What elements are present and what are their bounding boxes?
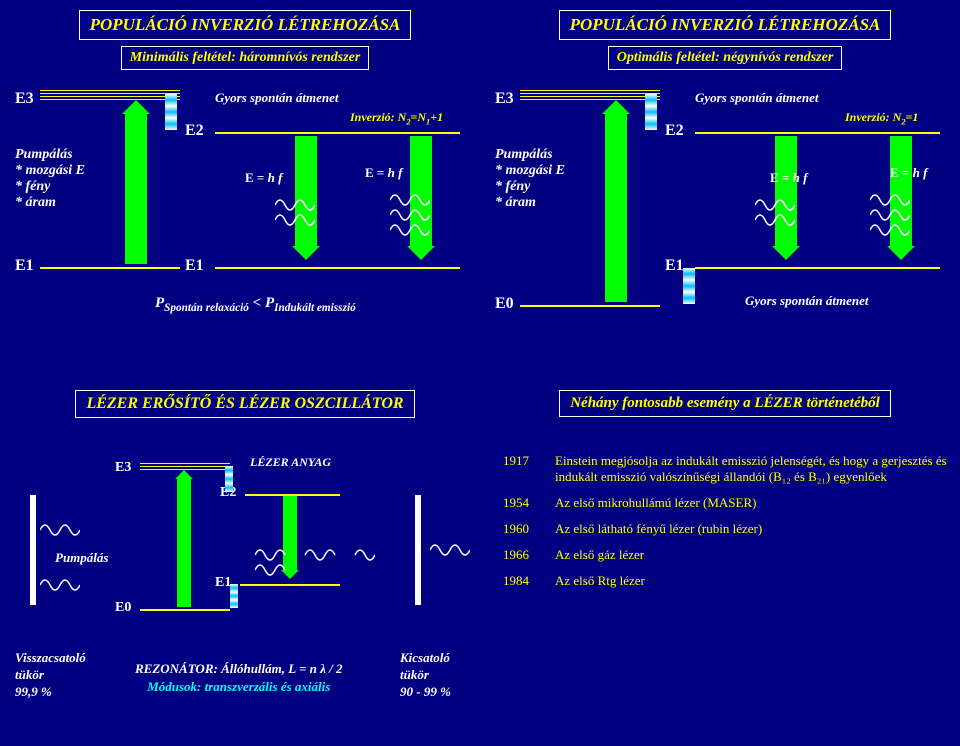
pump-arrow (125, 114, 147, 264)
q2-e1: E1 (665, 257, 684, 275)
inversion-label: Inverzió: N2=N1+1 (350, 110, 443, 126)
panel-q2: POPULÁCIÓ INVERZIÓ LÉTREHOZÁSA Optimális… (495, 10, 955, 360)
q2-inv: Inverzió: N2=1 (845, 110, 918, 126)
e2-label: E2 (185, 122, 204, 140)
q2-fast1 (645, 94, 657, 130)
history-row: 1960Az első látható fényű lézer (rubin l… (497, 517, 953, 541)
right-mirror (415, 495, 421, 605)
e1-level-b (215, 267, 460, 269)
wave-icon-2 (390, 190, 430, 250)
q3-pump: Pumpálás (55, 550, 108, 566)
q3-w3 (255, 545, 375, 585)
left-mirror (30, 495, 36, 605)
q1-subtitle: Minimális feltétel: háromnívós rendszer (121, 46, 370, 70)
laser-medium: E3 E2 E1 E0 (115, 460, 345, 620)
fast-decay-bar (165, 94, 177, 130)
q2-emit1-h (772, 246, 800, 260)
q2-e2: E2 (665, 122, 684, 140)
q2-title: POPULÁCIÓ INVERZIÓ LÉTREHOZÁSA (559, 10, 892, 40)
q2-pump-arrow (605, 114, 627, 302)
q2-e0-level (520, 305, 660, 307)
pump-arrow-head (122, 100, 150, 114)
history-row: 1954Az első mikrohullámú lézer (MASER) (497, 491, 953, 515)
history-table: 1917Einstein megjósolja az indukált emis… (495, 447, 955, 595)
q2-e3-level (520, 90, 660, 102)
q3-e0: E0 (115, 600, 131, 616)
q2-e1-level (695, 267, 940, 269)
q2-last: Gyors spontán átmenet (745, 293, 869, 309)
wave-icon-1 (275, 195, 315, 245)
panel-q1: POPULÁCIÓ INVERZIÓ LÉTREHOZÁSA Minimális… (15, 10, 475, 360)
q4-title: Néhány fontosabb esemény a LÉZER történe… (559, 390, 891, 417)
q2-e3: E3 (495, 90, 514, 108)
q2-subtitle: Optimális feltétel: négynívós rendszer (608, 46, 843, 70)
resonator-label: REZONÁTOR: Állóhullám, L = n λ / 2 Módus… (135, 660, 343, 696)
q3-e1: E1 (215, 575, 231, 591)
q3-e3: E3 (115, 460, 131, 476)
fast-trans-label: Gyors spontán átmenet (215, 90, 339, 106)
left-mirror-label: Visszacsatolótükör99,9 % (15, 650, 86, 701)
p-inequality: PSpontán relaxáció < PIndukált emisszió (155, 295, 356, 314)
ehf-1: E = h f (245, 170, 282, 186)
history-row: 1984Az első Rtg lézer (497, 569, 953, 593)
q2-e0: E0 (495, 295, 514, 313)
right-mirror-label: Kicsatolótükör90 - 99 % (400, 650, 451, 701)
pump-label-block: Pumpálás * mozgási E * fény * áram (15, 147, 85, 211)
q2-pump-head (602, 100, 630, 114)
e3-label: E3 (15, 90, 34, 108)
history-row: 1966Az első gáz lézer (497, 543, 953, 567)
q3-title: LÉZER ERŐSÍTŐ ÉS LÉZER OSZCILLÁTOR (75, 390, 414, 418)
q2-wave2 (870, 190, 910, 250)
panel-q3: LÉZER ERŐSÍTŐ ÉS LÉZER OSZCILLÁTOR E3 E2… (15, 380, 475, 730)
q1-title: POPULÁCIÓ INVERZIÓ LÉTREHOZÁSA (79, 10, 412, 40)
q3-w2 (40, 575, 80, 605)
q3-lanyag: LÉZER ANYAG (250, 455, 331, 470)
q3-w1 (40, 520, 80, 550)
panel-q4: Néhány fontosabb esemény a LÉZER történe… (495, 380, 955, 730)
q2-fast2 (683, 268, 695, 304)
q2-e2-level (695, 132, 940, 134)
e3-level (40, 90, 180, 102)
history-row: 1917Einstein megjósolja az indukált emis… (497, 449, 953, 489)
e1-label-b: E1 (185, 257, 204, 275)
ehf-2: E = h f (365, 165, 402, 181)
q2-trans: Gyors spontán átmenet (695, 90, 819, 106)
q2-ehf1: E = h f (770, 170, 807, 186)
emit-arrow-1-head (292, 246, 320, 260)
q2-pump-block: Pumpálás * mozgási E * fény * áram (495, 147, 565, 211)
e2-level (215, 132, 460, 134)
q3-w4 (430, 540, 470, 570)
q2-wave1 (755, 195, 795, 245)
q2-ehf2: E = h f (890, 165, 927, 181)
e1-level-a (40, 267, 180, 269)
e1-label-a: E1 (15, 257, 34, 275)
